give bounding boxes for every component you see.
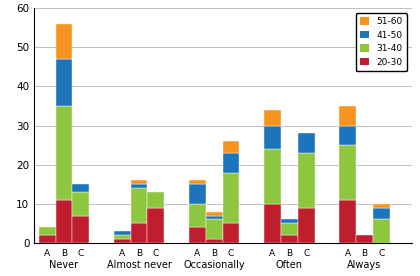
Bar [298,133,315,153]
Bar [131,184,147,188]
Text: C: C [228,249,234,258]
Bar [189,180,206,184]
Text: Occasionally: Occasionally [184,261,245,270]
Text: B: B [211,249,217,258]
Bar [114,239,131,243]
Text: C: C [78,249,84,258]
Bar [55,106,72,200]
Bar [223,172,239,223]
Bar [264,126,281,149]
Bar [264,110,281,126]
Bar [339,145,356,200]
Legend: 51-60, 41-50, 31-40, 20-30: 51-60, 41-50, 31-40, 20-30 [356,13,407,71]
Bar [223,223,239,243]
Bar [147,208,164,243]
Text: B: B [136,249,142,258]
Bar [356,235,373,243]
Bar [206,216,223,219]
Text: C: C [153,249,159,258]
Bar [39,227,55,235]
Bar [298,153,315,208]
Bar [264,204,281,243]
Text: Often: Often [276,261,303,270]
Text: B: B [286,249,292,258]
Bar [72,192,89,216]
Bar [339,126,356,145]
Text: A: A [344,249,351,258]
Bar [373,208,390,219]
Bar [55,59,72,106]
Bar [281,223,298,235]
Text: B: B [61,249,67,258]
Bar [264,149,281,204]
Text: C: C [378,249,384,258]
Bar [281,235,298,243]
Bar [206,239,223,243]
Bar [373,204,390,208]
Text: Never: Never [50,261,79,270]
Bar [298,208,315,243]
Bar [189,184,206,204]
Bar [147,192,164,208]
Bar [223,141,239,153]
Text: A: A [44,249,50,258]
Bar [55,24,72,59]
Bar [206,212,223,216]
Text: A: A [194,249,200,258]
Bar [39,235,55,243]
Bar [189,204,206,227]
Bar [373,219,390,243]
Bar [131,188,147,223]
Bar [72,216,89,243]
Text: A: A [269,249,276,258]
Bar [131,223,147,243]
Bar [281,219,298,223]
Bar [223,153,239,172]
Text: B: B [361,249,368,258]
Bar [131,180,147,184]
Text: C: C [303,249,309,258]
Bar [339,200,356,243]
Bar [55,200,72,243]
Bar [206,219,223,239]
Bar [114,235,131,239]
Text: A: A [119,249,125,258]
Text: Almost never: Almost never [107,261,171,270]
Bar [339,106,356,126]
Text: Always: Always [347,261,381,270]
Bar [72,184,89,192]
Bar [189,227,206,243]
Bar [114,231,131,235]
